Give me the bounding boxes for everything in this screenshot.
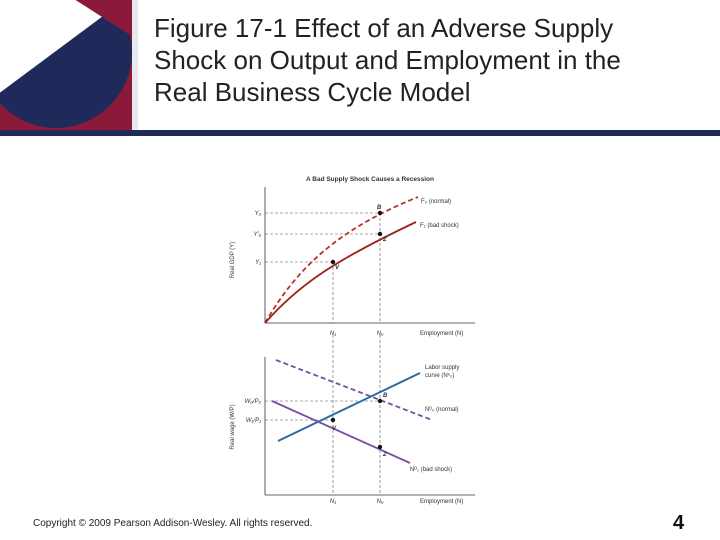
- point-z-top: [377, 231, 383, 237]
- label-labor-supply-line-1: Labor supply: [425, 365, 459, 371]
- tick-n0-bottom: N₀: [377, 499, 384, 505]
- point-label-v-bottom: V: [332, 426, 337, 432]
- copyright-notice: Copyright © 2009 Pearson Addison-Wesley.…: [33, 518, 313, 529]
- tick-y0: Y₀: [254, 211, 261, 217]
- label-labor-supply-line-2: curve (Nˢ₀): [425, 373, 454, 379]
- figure-heading: A Bad Supply Shock Causes a Recession: [306, 176, 434, 183]
- production-curve-bad-shock: [264, 221, 417, 324]
- tick-w1p1: W₁/P₁: [246, 418, 261, 424]
- tick-y0-prime: Y′₀: [253, 232, 261, 238]
- top-x-axis-label: Employment (N): [420, 331, 463, 337]
- tick-y1: Y₁: [255, 260, 261, 266]
- point-label-b-top: B: [377, 205, 382, 211]
- point-label-z-bottom: Z: [382, 452, 387, 458]
- label-demand-normal: Nᴰ₀ (normal): [425, 406, 459, 413]
- point-label-b-bottom: B: [383, 393, 388, 399]
- point-v-bottom: [330, 417, 336, 423]
- slide-title-line-3: Real Business Cycle Model: [154, 77, 471, 107]
- bottom-y-axis-label: Real wage (W/P): [230, 404, 236, 449]
- tick-n1-bottom: N₁: [330, 499, 336, 505]
- slide-title: Figure 17-1 Effect of an Adverse Supply …: [154, 12, 714, 108]
- point-z-bottom: [377, 444, 383, 450]
- bottom-x-axis-label: Employment (N): [420, 499, 463, 505]
- labor-demand-curve-normal: [275, 359, 433, 421]
- point-label-v-top: V: [335, 265, 340, 271]
- tick-w0p0: W₀/P₀: [245, 399, 262, 405]
- point-b-bottom: [377, 398, 383, 404]
- tick-n1-top: N₁: [330, 331, 336, 337]
- point-v-top: [330, 259, 336, 265]
- point-b-top: [377, 210, 383, 216]
- production-curve-normal: [264, 196, 419, 324]
- point-label-z-top: Z: [382, 237, 387, 243]
- label-demand-bad-shock: Nᴰ₁ (bad shock): [410, 466, 452, 473]
- labor-supply-curve: [277, 372, 421, 442]
- slide-title-line-2: Shock on Output and Employment in the: [154, 45, 621, 75]
- figure-diagram: A Bad Supply Shock Causes a Recession Re…: [230, 176, 475, 505]
- top-y-axis-label: Real GDP (Y): [230, 242, 236, 279]
- tick-n0-top: N₀: [377, 331, 384, 337]
- label-f1-bad-shock: F₁ (bad shock): [420, 223, 459, 229]
- page-number: 4: [673, 512, 685, 534]
- title-divider: [0, 130, 720, 136]
- production-function-panel: Real GDP (Y) Employment (N) B Z V Y₀ Y′₀…: [230, 187, 475, 337]
- labor-market-panel: Real wage (W/P) Employment (N) B V Z W₀/…: [230, 335, 475, 505]
- slide-title-line-1: Figure 17-1 Effect of an Adverse Supply: [154, 13, 614, 43]
- logo: [0, 0, 138, 132]
- labor-demand-curve-bad-shock: [271, 400, 411, 464]
- label-f0-normal: F₀ (normal): [421, 199, 451, 205]
